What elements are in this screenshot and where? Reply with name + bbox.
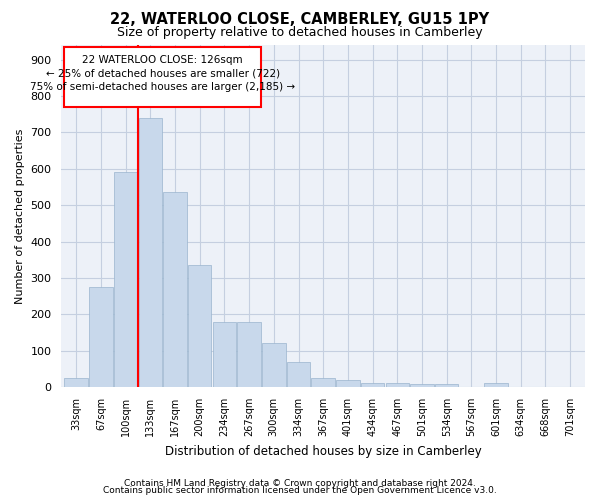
Text: Contains public sector information licensed under the Open Government Licence v3: Contains public sector information licen… xyxy=(103,486,497,495)
Text: 22 WATERLOO CLOSE: 126sqm: 22 WATERLOO CLOSE: 126sqm xyxy=(82,55,243,65)
Bar xyxy=(114,172,137,387)
Bar xyxy=(139,118,162,387)
Text: 22, WATERLOO CLOSE, CAMBERLEY, GU15 1PY: 22, WATERLOO CLOSE, CAMBERLEY, GU15 1PY xyxy=(110,12,490,28)
Bar xyxy=(212,322,236,387)
Bar xyxy=(188,265,211,387)
Bar xyxy=(287,362,310,387)
Bar xyxy=(484,384,508,387)
Bar xyxy=(361,382,385,387)
Text: 75% of semi-detached houses are larger (2,185) →: 75% of semi-detached houses are larger (… xyxy=(30,82,295,92)
Bar xyxy=(64,47,262,107)
Bar xyxy=(262,344,286,387)
Y-axis label: Number of detached properties: Number of detached properties xyxy=(15,128,25,304)
Bar xyxy=(386,382,409,387)
Bar xyxy=(336,380,359,387)
X-axis label: Distribution of detached houses by size in Camberley: Distribution of detached houses by size … xyxy=(165,444,482,458)
Bar xyxy=(163,192,187,387)
Bar xyxy=(238,322,261,387)
Text: Size of property relative to detached houses in Camberley: Size of property relative to detached ho… xyxy=(117,26,483,39)
Text: ← 25% of detached houses are smaller (722): ← 25% of detached houses are smaller (72… xyxy=(46,68,280,78)
Bar xyxy=(410,384,434,387)
Bar xyxy=(435,384,458,387)
Bar xyxy=(311,378,335,387)
Bar xyxy=(64,378,88,387)
Text: Contains HM Land Registry data © Crown copyright and database right 2024.: Contains HM Land Registry data © Crown c… xyxy=(124,478,476,488)
Bar xyxy=(89,287,113,387)
